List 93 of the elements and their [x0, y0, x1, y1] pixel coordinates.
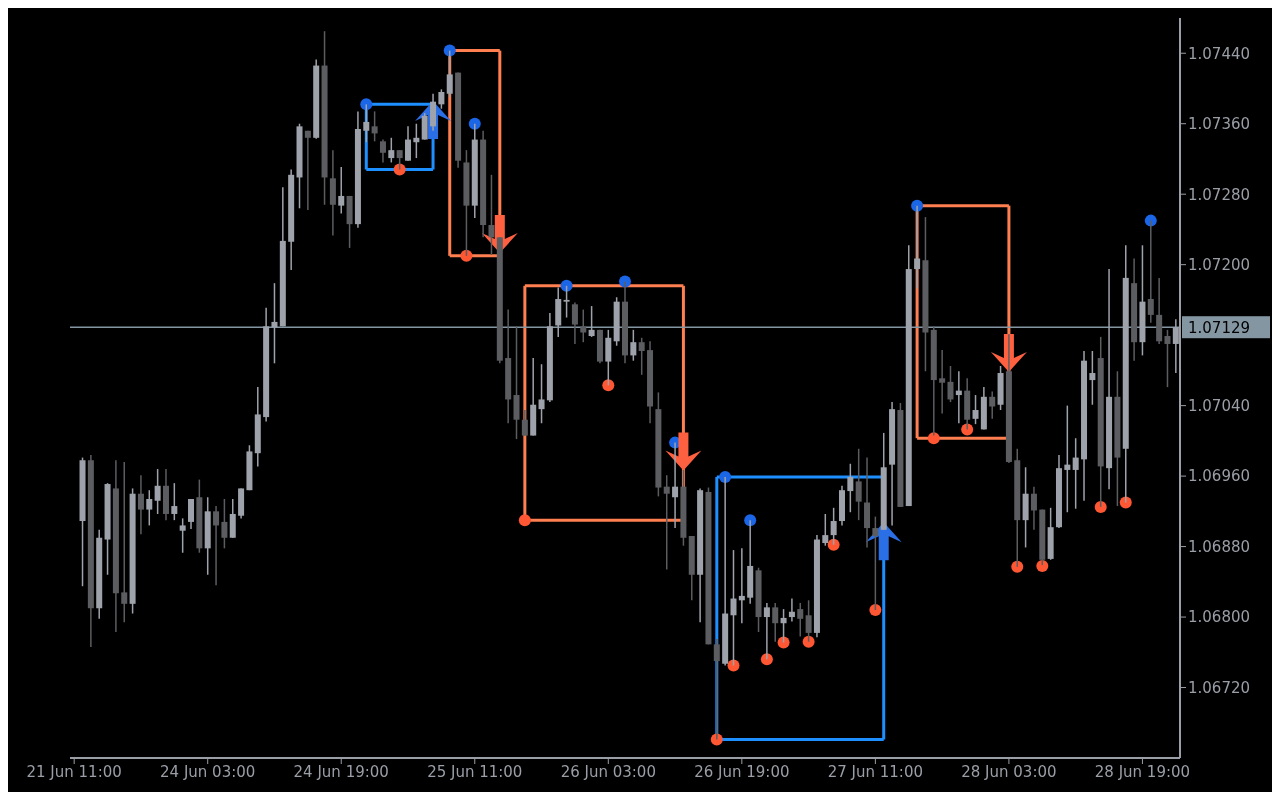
candlestick — [421, 112, 428, 141]
candlestick — [630, 329, 637, 362]
x-tick-label: 21 Jun 11:00 — [26, 762, 122, 781]
candlestick — [488, 174, 495, 256]
candlestick — [972, 394, 979, 425]
candlestick — [855, 448, 862, 521]
candlestick — [605, 329, 612, 387]
candlestick — [730, 549, 737, 667]
point — [727, 659, 740, 672]
candlestick — [738, 547, 745, 624]
y-tick-label: 1.07040 — [1188, 396, 1251, 415]
candlestick — [304, 130, 311, 211]
candlestick — [955, 370, 962, 424]
candlestick — [137, 474, 144, 535]
candlestick — [338, 166, 345, 215]
point — [560, 279, 573, 292]
candlestick — [847, 463, 854, 513]
candlestick — [1072, 437, 1079, 510]
candlestick — [371, 110, 378, 143]
y-tick-label: 1.06880 — [1188, 537, 1251, 556]
candlestick — [805, 599, 812, 643]
candlestick — [413, 122, 420, 159]
candlestick — [154, 468, 161, 515]
point — [802, 635, 815, 648]
candlestick — [538, 363, 545, 424]
point — [777, 636, 790, 649]
candlestick — [188, 498, 195, 530]
candlestick — [1089, 350, 1096, 406]
x-tick-label: 24 Jun 03:00 — [160, 762, 256, 781]
candlestick — [872, 515, 879, 611]
x-tick-label: 27 Jun 11:00 — [827, 762, 924, 781]
candlestick — [121, 461, 128, 624]
ref-line-label: 1.07129 — [1188, 319, 1251, 338]
point — [665, 432, 702, 471]
y-tick-label: 1.07280 — [1188, 185, 1251, 204]
candlestick — [1030, 485, 1037, 531]
candlestick — [788, 597, 795, 623]
candlestick — [638, 337, 645, 376]
candlestick — [588, 305, 595, 338]
candlestick — [780, 608, 787, 644]
x-tick-label: 26 Jun 03:00 — [560, 762, 656, 781]
point — [518, 514, 531, 527]
candlestick — [1147, 219, 1154, 324]
x-tick-label: 24 Jun 19:00 — [293, 762, 389, 781]
point — [1094, 500, 1107, 513]
candlestick — [822, 513, 829, 547]
candlestick — [571, 301, 578, 345]
candlestick — [146, 489, 153, 527]
point — [927, 432, 940, 445]
candlestick — [438, 88, 445, 110]
candlestick — [672, 441, 679, 529]
candlestick — [947, 365, 954, 403]
candlestick — [772, 602, 779, 643]
candlestick — [396, 149, 403, 171]
x-tick-label: 26 Jun 19:00 — [694, 762, 790, 781]
candlestick — [563, 285, 570, 319]
point — [1036, 559, 1049, 572]
candlestick — [405, 125, 412, 162]
point — [1011, 560, 1024, 573]
point — [443, 44, 456, 57]
x-tick-label: 28 Jun 19:00 — [1094, 762, 1191, 781]
x-tick-label: 28 Jun 03:00 — [961, 762, 1057, 781]
point — [360, 98, 373, 111]
candlestick — [221, 498, 228, 550]
point — [460, 249, 473, 262]
candlestick — [521, 409, 528, 437]
x-tick-label: 25 Jun 11:00 — [427, 762, 523, 781]
y-tick-label: 1.06720 — [1188, 678, 1251, 697]
y-tick-label: 1.07440 — [1188, 44, 1251, 63]
candlestick — [388, 137, 395, 164]
y-tick-label: 1.07200 — [1188, 255, 1251, 274]
candlestick — [797, 602, 804, 638]
candlestick — [171, 482, 178, 521]
candlestick — [379, 138, 386, 164]
candlestick — [1164, 329, 1171, 388]
y-tick-label: 1.06960 — [1188, 467, 1251, 486]
y-tick-label: 1.06800 — [1188, 608, 1251, 627]
point — [827, 538, 840, 551]
y-tick-label: 1.07360 — [1188, 115, 1251, 134]
candlestick — [663, 474, 670, 571]
candlestick — [1064, 404, 1071, 513]
candlestick — [939, 349, 946, 415]
point — [869, 604, 882, 616]
candlestick — [989, 390, 996, 420]
candlestick — [229, 498, 236, 539]
candlestick — [580, 308, 587, 343]
candlestick — [213, 505, 220, 587]
candlestick — [179, 517, 186, 554]
candlestick — [763, 602, 770, 661]
candlestick — [830, 507, 837, 546]
candlestick — [446, 49, 453, 99]
point — [602, 379, 615, 392]
candlestick — [271, 282, 278, 365]
